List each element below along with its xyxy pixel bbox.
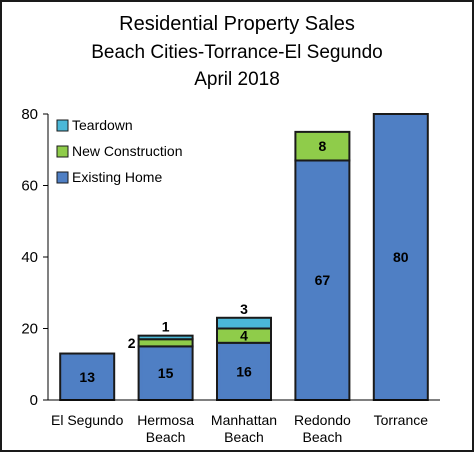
bar-segment: [294, 130, 351, 162]
bar-segment: [216, 341, 272, 401]
data-label: 8: [319, 138, 327, 154]
y-tick-label: 20: [21, 321, 38, 338]
legend-label: Existing Home: [72, 169, 162, 185]
x-axis: El Segundo HermosaBeachManhattanBeachRedo…: [48, 399, 440, 445]
legend-swatch: [56, 119, 69, 132]
chart-title: Residential Property Sales Beach Cities-T…: [91, 13, 383, 90]
bar-segment-highlight: [219, 344, 269, 399]
bar-segment: [372, 113, 429, 401]
chart-title-line: April 2018: [194, 69, 280, 90]
legend-label: Teardown: [72, 117, 133, 133]
y-tick-label: 40: [21, 249, 38, 266]
data-label: 16: [236, 363, 252, 379]
x-tick-label: Torrance: [374, 412, 429, 428]
data-label: 3: [240, 301, 248, 317]
bar-segment: [137, 334, 194, 341]
legend-label: New Construction: [72, 143, 183, 159]
bar-segment-highlight: [219, 330, 269, 342]
bar-segment: [137, 338, 194, 348]
x-tick-label: El Segundo: [51, 412, 124, 428]
data-label: 80: [393, 249, 409, 265]
bar-segment-highlight: [141, 347, 191, 399]
data-label: 4: [240, 328, 248, 344]
x-tick-label: Beach: [303, 429, 343, 445]
x-tick-label: Beach: [146, 429, 186, 445]
data-label: 1: [162, 319, 170, 335]
bar-segment-highlight: [219, 319, 269, 327]
y-tick-label: 60: [21, 178, 38, 195]
bar-segment: [216, 316, 272, 330]
bar-segment-highlight: [141, 340, 191, 345]
bar-segment-highlight: [376, 115, 426, 399]
data-label: 67: [315, 272, 331, 288]
data-label: 13: [79, 369, 95, 385]
data-label: 2: [128, 335, 136, 351]
bar-segment-highlight: [62, 355, 112, 399]
x-tick-label: Hermosa: [137, 412, 194, 428]
bar-segment-highlight: [297, 133, 347, 159]
y-tick-label: 0: [30, 392, 38, 409]
legend-swatch: [56, 145, 69, 158]
bar-segment-highlight: [297, 161, 347, 399]
x-tick-label: Redondo: [294, 412, 351, 428]
bar-segment: [59, 352, 116, 401]
legend: Teardown New Construction Existing Home: [56, 117, 183, 185]
x-tick-label: Manhattan: [211, 412, 277, 428]
legend-swatch: [56, 171, 69, 184]
chart-title-line: Beach Cities-Torrance-El Segundo: [91, 42, 383, 63]
y-tick-label: 80: [21, 106, 38, 123]
bars: 13 15 2 1 16 4 3 67 8 80: [59, 113, 429, 401]
chart-title-line: Residential Property Sales: [119, 13, 355, 35]
data-label: 15: [158, 365, 174, 381]
y-axis: 0 20 40 60 80: [21, 106, 49, 409]
x-tick-label: Beach: [224, 429, 264, 445]
